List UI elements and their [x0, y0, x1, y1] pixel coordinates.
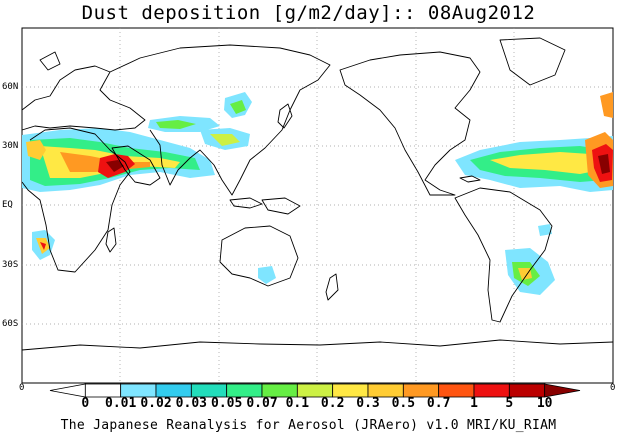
colorbar-swatch: [49, 383, 86, 398]
colorbar-tick-label: 0.05: [211, 396, 243, 411]
colorbar-tick-label: 0.07: [246, 396, 278, 411]
colorbar-tick-label: 0.01: [105, 396, 137, 411]
dust-shading: [22, 92, 613, 295]
map-frame: [21, 27, 614, 384]
colorbar-tick-label: 0.5: [391, 396, 416, 411]
colorbar-tick-label: 0.02: [140, 396, 172, 411]
lon-label-left: 0: [19, 383, 25, 393]
lat-label-eq: EQ: [2, 200, 13, 210]
lat-label-30n: 30N: [2, 141, 19, 151]
lat-label-30s: 30S: [2, 260, 19, 270]
lon-label-right: 0: [610, 383, 616, 393]
lat-label-60n: 60N: [2, 82, 19, 92]
colorbar-tick-label: 1: [470, 396, 478, 411]
lat-label-60s: 60S: [2, 319, 19, 329]
colorbar-tick-label: 0.7: [426, 396, 451, 411]
colorbar-swatch: [473, 383, 510, 398]
colorbar-tick-label: 0.1: [285, 396, 310, 411]
map-title: Dust deposition [g/m2/day]:: 08Aug2012: [81, 2, 536, 24]
colorbar-tick-label: 0: [81, 396, 90, 411]
colorbar-tick-label: 10: [536, 396, 553, 411]
colorbar-tick-label: 0.03: [175, 396, 207, 411]
colorbar-tick-label: 0.2: [320, 396, 345, 411]
colorbar-swatch: [544, 383, 581, 398]
colorbar-tick-label: 5: [505, 396, 514, 411]
colorbar-tick-label: 0.3: [356, 396, 380, 411]
footer-credit: The Japanese Reanalysis for Aerosol (JRA…: [60, 418, 557, 433]
coastlines: [21, 37, 614, 351]
